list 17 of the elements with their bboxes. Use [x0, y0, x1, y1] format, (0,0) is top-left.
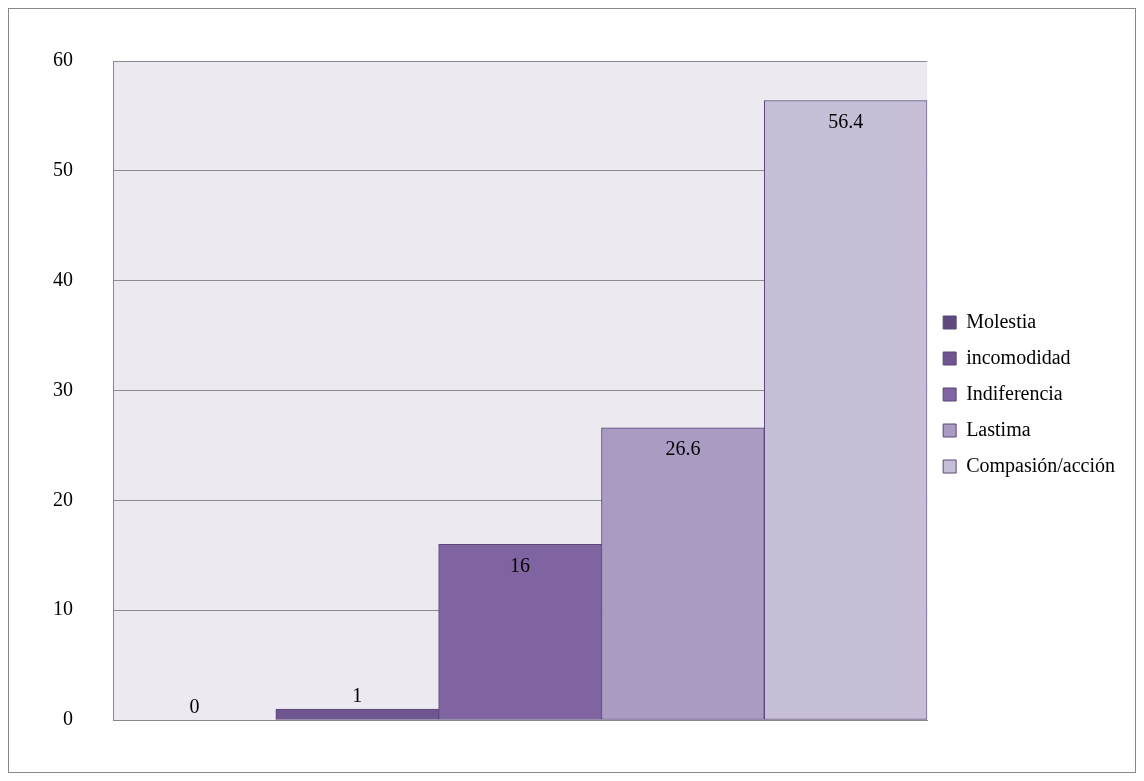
legend-label: incomodidad	[966, 345, 1071, 368]
legend-label: Compasión/acción	[966, 453, 1115, 477]
legend-label: Indiferencia	[966, 381, 1063, 404]
data-label: 1	[352, 684, 363, 707]
y-tick-label: 60	[53, 48, 73, 71]
y-tick-label: 40	[53, 267, 73, 290]
legend-label: Molestia	[966, 309, 1037, 332]
y-tick-label: 50	[53, 158, 73, 181]
y-tick-label: 10	[53, 597, 73, 620]
data-label: 16	[510, 553, 531, 576]
data-label: 26.6	[665, 437, 701, 460]
y-tick-label: 0	[63, 707, 73, 730]
y-tick-label: 20	[53, 487, 73, 510]
y-tick-label: 30	[53, 377, 73, 400]
data-label: 0	[189, 695, 200, 718]
legend-label: Lastima	[966, 417, 1031, 440]
data-label: 56.4	[828, 109, 864, 132]
